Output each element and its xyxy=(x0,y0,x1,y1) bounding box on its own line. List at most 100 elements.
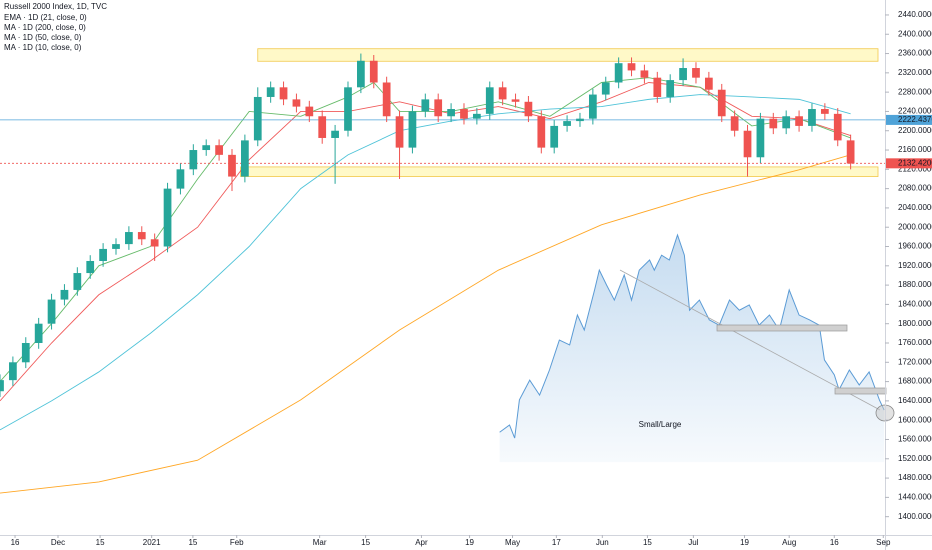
candle-body xyxy=(241,140,249,177)
candle-body xyxy=(679,68,687,81)
price-label-bg xyxy=(886,158,932,169)
y-tick-label: 2320.0000 xyxy=(898,68,932,77)
candle-body xyxy=(9,362,17,381)
candle-body xyxy=(318,116,327,138)
y-tick-label: 2160.0000 xyxy=(898,145,932,154)
y-tick-label: 1600.0000 xyxy=(898,415,932,424)
candle-body xyxy=(176,169,185,189)
y-tick-label: 2280.0000 xyxy=(898,87,932,96)
y-tick-label: 2080.0000 xyxy=(898,184,932,193)
x-tick-label: May xyxy=(505,538,520,547)
y-tick-label: 2040.0000 xyxy=(898,203,932,212)
candle-body xyxy=(331,130,339,138)
candle-body xyxy=(460,109,468,119)
candle-body xyxy=(537,116,546,148)
x-tick-label: Feb xyxy=(230,538,244,547)
candle-body xyxy=(846,140,855,164)
y-tick-label: 2240.0000 xyxy=(898,107,932,116)
x-tick-label: Jul xyxy=(688,538,698,547)
candle-body xyxy=(266,87,275,97)
x-tick-label: 15 xyxy=(188,538,197,547)
candle-body xyxy=(47,299,56,324)
y-tick-label: 1840.0000 xyxy=(898,300,932,309)
candle-body xyxy=(150,239,159,247)
candle-body xyxy=(369,60,378,83)
candle-body xyxy=(601,82,610,95)
y-tick-label: 2440.0000 xyxy=(898,10,932,19)
candle-body xyxy=(73,273,82,290)
y-tick-label: 2200.0000 xyxy=(898,126,932,135)
y-tick-label: 1720.0000 xyxy=(898,357,932,366)
candle-body xyxy=(60,289,69,300)
candle-body xyxy=(820,109,829,114)
zone xyxy=(257,48,879,62)
candle-body xyxy=(730,116,739,131)
overlay-line xyxy=(499,233,885,439)
candle-body xyxy=(498,87,507,100)
candle-body xyxy=(86,260,95,274)
candle-body xyxy=(614,63,623,83)
y-tick-label: 1960.0000 xyxy=(898,242,932,251)
candle-body xyxy=(279,87,288,100)
candle-body xyxy=(34,323,43,343)
candle-body xyxy=(215,145,223,155)
candle-body xyxy=(795,116,803,126)
candle-body xyxy=(692,68,700,78)
y-tick-label: 1920.0000 xyxy=(898,261,932,270)
candle-body xyxy=(666,80,675,97)
x-tick-label: 15 xyxy=(361,538,370,547)
x-tick-label: 2021 xyxy=(143,538,161,547)
candle-body xyxy=(743,130,752,158)
candle-body xyxy=(717,89,726,117)
y-tick-label: 1480.0000 xyxy=(898,473,932,482)
candle-body xyxy=(485,87,494,114)
candle-body xyxy=(524,101,533,117)
x-tick-label: Jun xyxy=(596,538,609,547)
y-tick-label: 1400.0000 xyxy=(898,512,932,521)
legend-entry: MA · 1D (50, close, 0) xyxy=(4,33,82,42)
overlay-label: Small/Large xyxy=(639,420,682,429)
candle-body xyxy=(756,118,765,158)
x-tick-label: 17 xyxy=(552,538,561,547)
candle-body xyxy=(382,82,391,117)
x-tick-label: 15 xyxy=(643,538,652,547)
candle-body xyxy=(833,113,842,141)
y-tick-label: 1520.0000 xyxy=(898,454,932,463)
level-box xyxy=(716,324,848,332)
y-tick-label: 2120.0000 xyxy=(898,164,932,173)
candle-body xyxy=(473,113,481,119)
candle-body xyxy=(576,118,584,122)
candle-body xyxy=(563,121,571,126)
candle-body xyxy=(202,145,211,151)
y-tick-label: 1440.0000 xyxy=(898,492,932,501)
legend-title: Russell 2000 Index, 1D, TVC xyxy=(4,2,107,11)
x-tick-label: 19 xyxy=(740,538,749,547)
x-tick-label: 16 xyxy=(830,538,839,547)
legend-entry: MA · 1D (10, close, 0) xyxy=(4,43,82,52)
candle-body xyxy=(588,94,597,119)
candle-body xyxy=(189,150,198,170)
x-tick-label: Dec xyxy=(51,538,65,547)
candle-body xyxy=(344,87,352,131)
candle-body xyxy=(808,109,816,126)
level-box xyxy=(834,387,887,395)
candle-body xyxy=(21,342,30,363)
candle-body xyxy=(99,248,107,261)
ma-line xyxy=(0,154,851,494)
y-tick-label: 2400.0000 xyxy=(898,29,932,38)
candle-body xyxy=(228,154,236,177)
candle-body xyxy=(434,99,443,117)
x-tick-label: Apr xyxy=(415,538,428,547)
y-tick-label: 2360.0000 xyxy=(898,49,932,58)
x-tick-label: Aug xyxy=(782,538,796,547)
candle-body xyxy=(627,63,636,71)
candle-body xyxy=(704,77,713,90)
candle-body xyxy=(253,96,262,141)
candle-body xyxy=(511,99,520,102)
zone xyxy=(240,166,879,177)
y-tick-label: 1880.0000 xyxy=(898,280,932,289)
candle-body xyxy=(112,244,120,249)
candle-body xyxy=(769,118,778,129)
candle-body xyxy=(357,60,365,88)
